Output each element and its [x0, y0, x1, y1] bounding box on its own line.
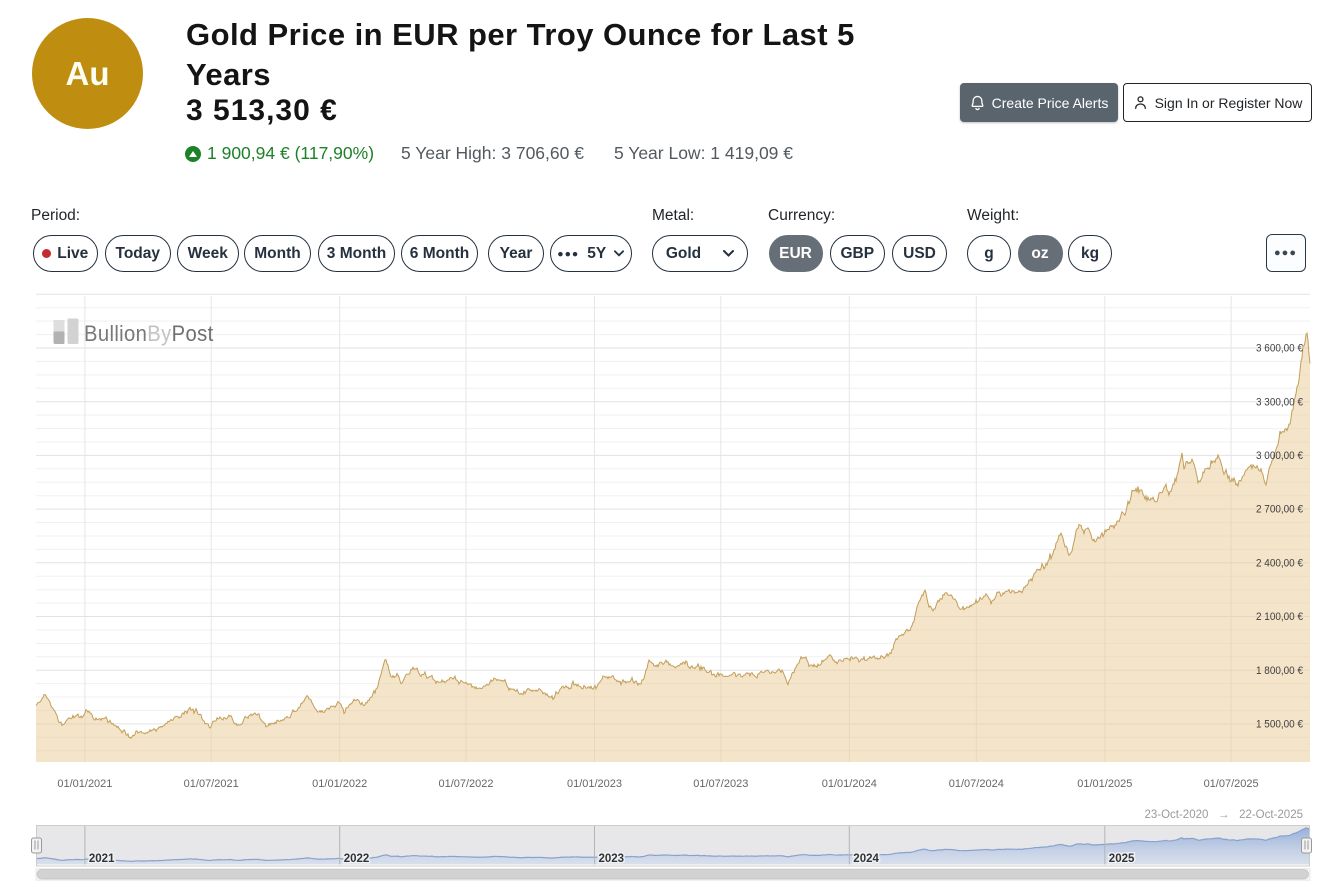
svg-text:01/07/2023: 01/07/2023 — [693, 778, 748, 790]
svg-text:1 500,00 €: 1 500,00 € — [1256, 719, 1303, 731]
svg-text:01/01/2022: 01/01/2022 — [312, 778, 367, 790]
svg-text:2022: 2022 — [344, 853, 370, 865]
svg-text:2 400,00 €: 2 400,00 € — [1256, 557, 1303, 569]
svg-text:3 000,00 €: 3 000,00 € — [1256, 450, 1303, 462]
svg-text:01/07/2025: 01/07/2025 — [1204, 778, 1259, 790]
svg-text:01/01/2024: 01/01/2024 — [822, 778, 877, 790]
svg-text:3 300,00 €: 3 300,00 € — [1256, 396, 1303, 408]
svg-text:2021: 2021 — [89, 853, 115, 865]
svg-text:3 600,00 €: 3 600,00 € — [1256, 343, 1303, 355]
svg-text:2024: 2024 — [853, 853, 879, 865]
svg-text:2023: 2023 — [599, 853, 625, 865]
svg-text:1 800,00 €: 1 800,00 € — [1256, 665, 1303, 677]
svg-text:2 100,00 €: 2 100,00 € — [1256, 611, 1303, 623]
svg-text:01/01/2025: 01/01/2025 — [1077, 778, 1132, 790]
svg-text:01/01/2023: 01/01/2023 — [567, 778, 622, 790]
svg-text:23-Oct-2020 → 22-Oct-2025: 23-Oct-2020 → 22-Oct-2025 — [1144, 809, 1303, 821]
svg-text:01/07/2024: 01/07/2024 — [949, 778, 1004, 790]
svg-text:2 700,00 €: 2 700,00 € — [1256, 504, 1303, 516]
svg-text:2025: 2025 — [1109, 853, 1135, 865]
svg-text:01/01/2021: 01/01/2021 — [57, 778, 112, 790]
svg-text:01/07/2022: 01/07/2022 — [438, 778, 493, 790]
svg-text:BullionByPost: BullionByPost — [84, 321, 214, 346]
svg-text:01/07/2021: 01/07/2021 — [184, 778, 239, 790]
